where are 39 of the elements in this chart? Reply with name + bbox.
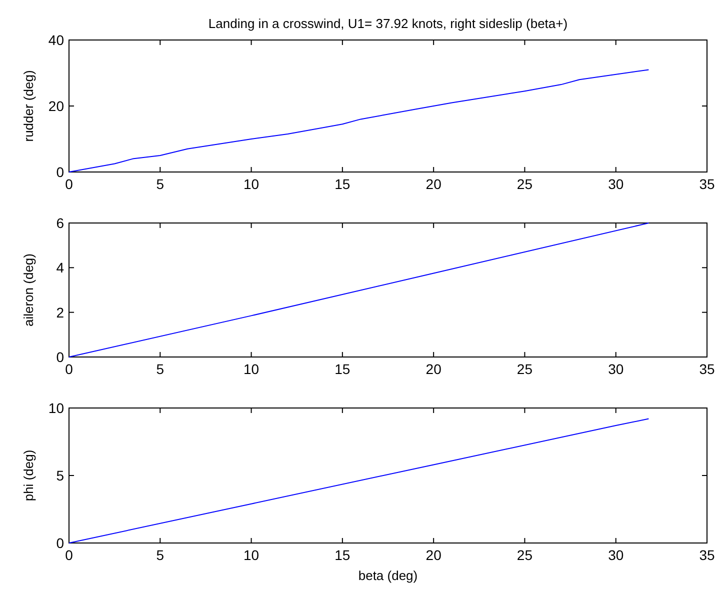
x-tick-label: 35 — [699, 547, 715, 563]
x-axis-title: beta (deg) — [358, 568, 418, 583]
x-tick-label: 15 — [334, 361, 350, 377]
x-tick-label: 25 — [516, 176, 533, 192]
x-tick-label: 20 — [426, 176, 442, 192]
y-tick-label: 0 — [56, 535, 64, 551]
y-axis-title: rudder (deg) — [21, 70, 36, 142]
x-tick-label: 5 — [156, 547, 164, 563]
x-tick-label: 25 — [516, 547, 533, 563]
x-tick-label: 20 — [426, 361, 442, 377]
x-tick-label: 10 — [243, 547, 260, 563]
y-tick-label: 4 — [56, 260, 64, 276]
x-tick-label: 5 — [156, 176, 164, 192]
y-tick-label: 20 — [48, 98, 64, 114]
x-tick-label: 30 — [608, 361, 624, 377]
y-axis-title: aileron (deg) — [21, 254, 36, 326]
y-tick-label: 10 — [48, 400, 64, 416]
y-tick-label: 5 — [56, 468, 64, 484]
x-tick-label: 20 — [426, 547, 442, 563]
x-tick-label: 15 — [334, 547, 350, 563]
x-tick-label: 30 — [608, 547, 624, 563]
x-tick-label: 10 — [243, 361, 260, 377]
x-tick-label: 10 — [243, 176, 260, 192]
x-tick-label: 25 — [516, 361, 533, 377]
x-tick-label: 15 — [334, 176, 350, 192]
y-tick-label: 40 — [48, 32, 64, 48]
chart-title: Landing in a crosswind, U1= 37.92 knots, right sideslip (beta+) — [208, 16, 568, 31]
line-series — [68, 418, 650, 544]
x-tick-label: 5 — [156, 361, 164, 377]
x-tick-label: 30 — [608, 176, 624, 192]
x-tick-label: 35 — [699, 361, 715, 377]
y-tick-label: 0 — [56, 349, 64, 365]
y-tick-label: 6 — [56, 215, 64, 231]
y-tick-label: 2 — [56, 304, 64, 320]
y-axis-title: phi (deg) — [21, 450, 36, 502]
x-tick-label: 35 — [699, 176, 715, 192]
line-series — [68, 222, 650, 358]
line-series — [68, 69, 650, 172]
y-tick-label: 0 — [56, 164, 64, 180]
